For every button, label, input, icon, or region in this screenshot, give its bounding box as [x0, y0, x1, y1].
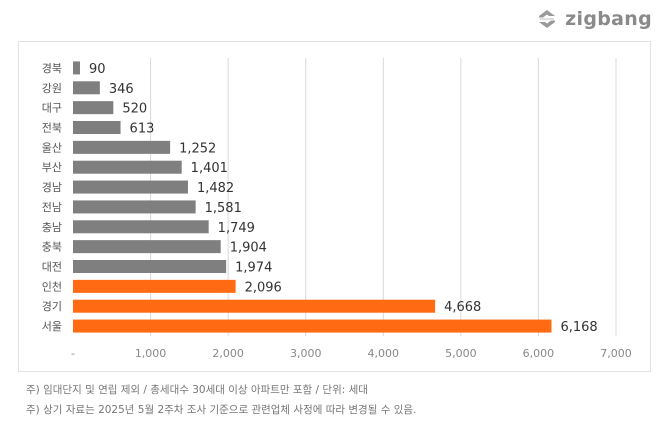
value-label: 520: [122, 102, 147, 117]
category-label: 경남: [42, 181, 62, 194]
category-label: 전남: [42, 201, 62, 214]
value-label: 90: [89, 62, 106, 77]
value-label: 346: [109, 82, 134, 97]
grid-lines: [150, 58, 617, 336]
value-label: 1,749: [218, 221, 255, 236]
value-label: 1,581: [205, 201, 242, 216]
category-label: 대전: [42, 261, 62, 274]
bar: [73, 101, 114, 115]
brand-logo: zigbang: [535, 6, 652, 32]
category-label: 울산: [42, 141, 62, 154]
category-label: 인천: [42, 279, 62, 293]
bar: [73, 180, 188, 194]
category-label: 대구: [42, 102, 62, 115]
value-label: 1,401: [191, 161, 228, 176]
category-label: 충북: [42, 241, 62, 254]
value-label: 1,904: [230, 241, 267, 256]
x-tick-label: 2,000: [212, 347, 244, 360]
chart-frame: [18, 41, 651, 372]
bar: [73, 279, 236, 293]
bar: [73, 140, 171, 154]
zigbang-logo-icon: [539, 10, 556, 28]
bar: [73, 299, 436, 313]
bar: [73, 319, 552, 333]
footnote-2: 주) 상기 자료는 2025년 5월 2주차 조사 기준으로 관련업체 사정에 …: [26, 404, 417, 416]
category-label: 충남: [42, 221, 62, 234]
bar: [73, 200, 196, 214]
x-tick-label: 6,000: [523, 347, 555, 360]
category-label: 경북: [42, 62, 62, 75]
category-label: 강원: [42, 82, 62, 95]
x-tick-labels: - 1,000 2,000 3,000 4,000 5,000 6,000 7,000: [71, 347, 632, 360]
bar: [73, 220, 209, 234]
x-tick-label: -: [71, 347, 75, 360]
x-tick-label: 5,000: [445, 347, 477, 360]
bar: [73, 260, 227, 273]
category-label: 부산: [42, 161, 62, 174]
value-label: 1,482: [197, 181, 234, 196]
bar: [73, 61, 80, 75]
bar: [73, 160, 182, 174]
bars: [73, 61, 552, 333]
value-label: 613: [130, 122, 155, 137]
category-label: 전북: [42, 122, 62, 135]
bar: [73, 81, 100, 95]
bar: [73, 240, 221, 254]
x-tick-label: 1,000: [135, 347, 167, 360]
footnotes: 주) 임대단지 및 연립 제외 / 총세대수 30세대 이상 아파트만 포함 /…: [26, 380, 416, 420]
value-label: 2,096: [245, 280, 282, 295]
x-tick-label: 3,000: [290, 347, 322, 360]
value-label: 1,974: [235, 261, 272, 276]
value-label: 4,668: [444, 300, 481, 315]
bar: [73, 121, 121, 134]
category-label: 경기: [42, 300, 62, 313]
value-label: 1,252: [179, 141, 216, 156]
footnote-1: 주) 임대단지 및 연립 제외 / 총세대수 30세대 이상 아파트만 포함 /…: [26, 384, 368, 396]
value-label: 6,168: [560, 320, 597, 335]
brand-name: zigbang: [565, 8, 652, 30]
x-tick-label: 7,000: [600, 347, 632, 360]
x-tick-label: 4,000: [368, 347, 400, 360]
category-label: 서울: [42, 320, 62, 333]
